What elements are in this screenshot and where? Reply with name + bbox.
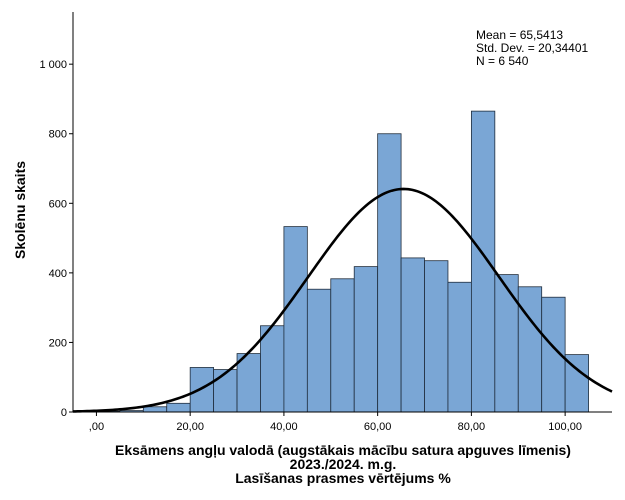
histogram-bar-18	[517, 286, 543, 413]
histogram-bar-12	[377, 133, 402, 413]
normal-curve	[72, 187, 613, 413]
histogram-bar-5	[213, 369, 238, 413]
bars-group	[96, 110, 589, 413]
histogram-bar-4	[189, 367, 215, 413]
x-axis-title-line-1: Eksāmens angļu valodā (augstākais mācību…	[115, 442, 571, 458]
axes-group: 0 200 400 600 800 1 000 ,00 20,00 40,00 60,00 80,0…	[39, 12, 612, 433]
histogram-bar-3	[166, 402, 191, 413]
y-tick-label-4: 800	[49, 129, 67, 141]
y-tick-label-5: 1 000	[39, 59, 67, 71]
histogram-bar-14	[424, 260, 449, 413]
x-tick-label-2: 40,00	[270, 421, 298, 433]
histogram-bar-2	[142, 406, 168, 413]
x-tick-label-4: 80,00	[458, 421, 486, 433]
x-axis-title-line-2: 2023./2024. m.g.	[290, 456, 397, 472]
histogram-bar-16	[470, 110, 496, 413]
y-tick-label-2: 400	[49, 268, 67, 280]
x-tick-label-3: 60,00	[364, 421, 392, 433]
y-tick-label-1: 200	[49, 337, 67, 349]
histogram-bar-13	[400, 257, 425, 413]
y-axis-title: Skolēnu skaits	[12, 161, 28, 259]
y-tick-label-0: 0	[61, 407, 67, 419]
histogram-bar-15	[447, 281, 472, 413]
histogram-bar-17	[494, 274, 519, 413]
histogram-bar-7	[260, 325, 285, 413]
histogram-bar-9	[306, 288, 332, 413]
stats-box: Mean = 65,5413 Std. Dev. = 20,34401 N = …	[476, 28, 589, 68]
y-tick-label-3: 600	[49, 198, 67, 210]
x-tick-label-0: ,00	[89, 421, 104, 433]
histogram-bar-11	[353, 266, 379, 413]
histogram-bar-8	[283, 226, 308, 413]
histogram-bar-10	[330, 278, 355, 413]
stat-std-dev: Std. Dev. = 20,34401	[476, 41, 589, 55]
x-tick-label-1: 20,00	[176, 421, 204, 433]
stat-mean: Mean = 65,5413	[476, 28, 563, 42]
histogram-bar-6	[236, 353, 261, 413]
x-tick-label-5: 100,00	[548, 421, 582, 433]
x-axis-title-line-3: Lasīšanas prasmes vērtējums %	[235, 470, 451, 486]
stat-n: N = 6 540	[476, 54, 529, 68]
